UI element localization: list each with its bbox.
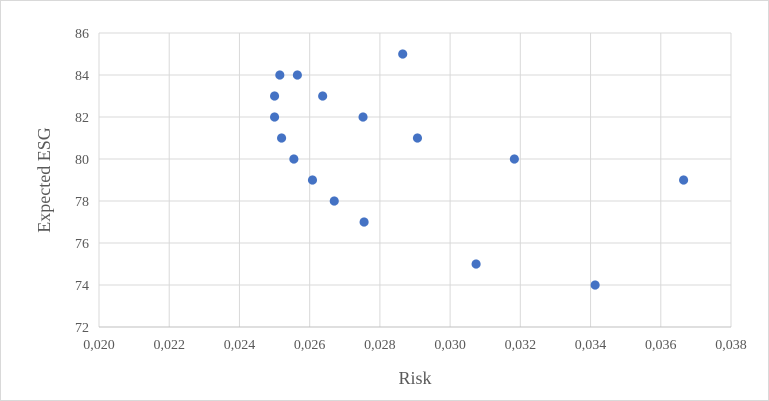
- data-point: [329, 196, 339, 206]
- x-tick-label: 0,030: [434, 338, 466, 353]
- data-point: [398, 49, 408, 59]
- x-tick-label: 0,038: [715, 338, 747, 353]
- data-point: [359, 217, 369, 227]
- data-point: [509, 154, 519, 164]
- x-axis-title: Risk: [398, 368, 431, 388]
- x-tick-label: 0,024: [224, 338, 256, 353]
- y-tick-label: 76: [75, 237, 89, 252]
- y-tick-label: 72: [75, 321, 89, 336]
- x-tick-labels: 0,020 0,022 0,024 0,026 0,028 0,030 0,032 0,034…: [83, 338, 747, 353]
- data-point: [358, 112, 368, 122]
- data-point: [679, 175, 689, 185]
- x-tick-label: 0,034: [575, 338, 607, 353]
- data-point: [276, 133, 287, 143]
- y-tick-labels: 72 74 76 78 80 82 84 86: [75, 27, 89, 336]
- data-point: [307, 175, 318, 185]
- y-tick-label: 74: [75, 279, 89, 294]
- data-point: [590, 280, 600, 290]
- data-point: [412, 133, 423, 143]
- data-point: [269, 91, 280, 101]
- x-tick-label: 0,032: [505, 338, 537, 353]
- y-tick-label: 86: [75, 27, 89, 42]
- data-points: [269, 49, 689, 290]
- x-tick-label: 0,022: [153, 338, 185, 353]
- data-point: [269, 112, 280, 122]
- x-tick-label: 0,036: [645, 338, 677, 353]
- grid-lines: [98, 32, 732, 328]
- y-tick-label: 82: [75, 111, 89, 126]
- y-tick-label: 78: [75, 195, 89, 210]
- data-point: [289, 154, 299, 164]
- data-point: [318, 91, 328, 101]
- x-tick-label: 0,026: [294, 338, 326, 353]
- data-point: [275, 70, 285, 80]
- data-point: [471, 259, 481, 269]
- y-tick-label: 80: [75, 153, 89, 168]
- y-tick-label: 84: [75, 69, 89, 84]
- x-tick-label: 0,028: [364, 338, 396, 353]
- data-point: [292, 70, 302, 80]
- x-tick-label: 0,020: [83, 338, 115, 353]
- y-axis-title: Expected ESG: [34, 127, 54, 232]
